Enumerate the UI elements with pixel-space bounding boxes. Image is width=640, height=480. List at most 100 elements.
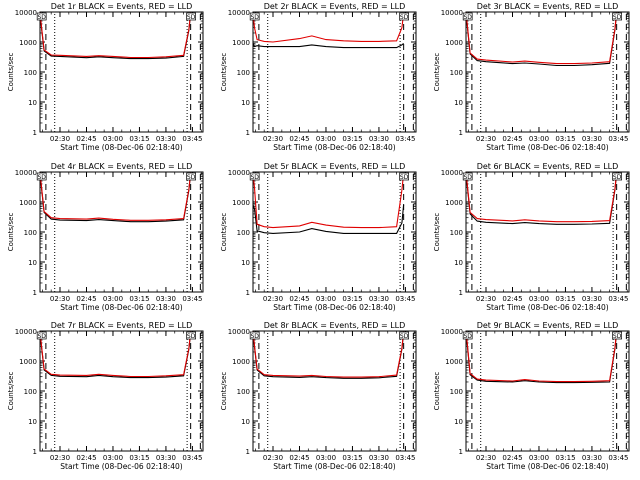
x-tick-label: 02:45 <box>502 454 522 462</box>
series-lld-line <box>465 12 618 65</box>
y-tick-label: 1000 <box>19 199 37 207</box>
y-axis-label: Counts/sec <box>220 53 228 92</box>
x-tick-label: 03:45 <box>395 295 415 303</box>
panel-det-9: Det 9r BLACK = Events, RED = LLD 1 10 100 10… <box>433 321 630 471</box>
x-axis-label: Start Time (08-Dec-06 02:18:40) <box>273 462 395 471</box>
x-tick-label: 03:45 <box>608 454 628 462</box>
sd-marker-box <box>186 331 196 340</box>
x-tick-label: 03:30 <box>369 135 389 143</box>
x-tick-label: 03:00 <box>529 295 549 303</box>
y-axis-label: Counts/sec <box>220 372 228 411</box>
x-tick-label: 02:45 <box>502 295 522 303</box>
x-tick-label: 02:30 <box>476 135 496 143</box>
y-tick-label: 10 <box>241 418 250 426</box>
y-tick-label: 10 <box>454 99 463 107</box>
y-tick-label: 10000 <box>15 169 37 177</box>
y-axis-label: Counts/sec <box>7 372 15 411</box>
panel-det-5: Det 5r BLACK = Events, RED = LLD 1 10 100 10… <box>220 162 417 312</box>
x-tick-label: 03:30 <box>582 135 602 143</box>
y-tick-label: 1 <box>33 289 37 297</box>
x-tick-label: 03:00 <box>316 135 336 143</box>
panel-det-7: Det 7r BLACK = Events, RED = LLD 1 10 100 10… <box>7 321 204 471</box>
y-tick-label: 10 <box>241 99 250 107</box>
x-tick-label: 02:45 <box>76 454 96 462</box>
x-tick-label: 03:00 <box>103 454 123 462</box>
sd-marker-label: SD <box>613 174 622 181</box>
plot-frame <box>465 330 630 452</box>
sd-marker-label: SD <box>613 333 622 340</box>
y-tick-label: 10000 <box>441 9 463 17</box>
y-tick-label: 10000 <box>15 9 37 17</box>
x-tick-label: 03:15 <box>129 454 149 462</box>
panel-title: Det 2r BLACK = Events, RED = LLD <box>264 2 406 11</box>
x-tick-label: 03:45 <box>608 135 628 143</box>
y-tick-label: 10 <box>28 259 37 267</box>
sd-marker-box <box>249 331 260 340</box>
y-tick-label: 100 <box>450 69 463 77</box>
x-tick-label: 03:15 <box>555 135 575 143</box>
x-axis-label: Start Time (08-Dec-06 02:18:40) <box>486 143 608 152</box>
x-tick-label: 03:00 <box>103 295 123 303</box>
x-axis-label: Start Time (08-Dec-06 02:18:40) <box>60 462 182 471</box>
sd-marker-box <box>36 331 47 340</box>
x-tick-label: 03:00 <box>316 295 336 303</box>
sd-marker-label: SD <box>37 14 46 21</box>
panel-title: Det 6r BLACK = Events, RED = LLD <box>477 162 619 171</box>
x-tick-label: 02:30 <box>476 454 496 462</box>
y-tick-label: 100 <box>24 69 37 77</box>
y-tick-label: 1 <box>246 448 250 456</box>
x-tick-label: 02:45 <box>289 135 309 143</box>
x-tick-label: 02:45 <box>289 454 309 462</box>
series-events-line <box>465 13 618 67</box>
panel-det-4: Det 4r BLACK = Events, RED = LLD 1 10 100 10… <box>7 162 204 312</box>
panel-title: Det 4r BLACK = Events, RED = LLD <box>51 162 193 171</box>
series-lld-line <box>39 331 192 378</box>
series-events-line <box>252 204 405 234</box>
x-tick-label: 02:30 <box>263 295 283 303</box>
x-axis-label: Start Time (08-Dec-06 02:18:40) <box>60 143 182 152</box>
panel-title: Det 5r BLACK = Events, RED = LLD <box>264 162 406 171</box>
sd-marker-label: SD <box>613 14 622 21</box>
sd-marker-label: SD <box>187 174 196 181</box>
sd-marker-label: SD <box>400 333 409 340</box>
panel-det-3: Det 3r BLACK = Events, RED = LLD 1 10 100 10… <box>433 2 630 152</box>
y-axis-label: Counts/sec <box>433 372 441 411</box>
x-tick-label: 02:30 <box>50 295 70 303</box>
panel-title: Det 7r BLACK = Events, RED = LLD <box>51 321 193 330</box>
series-lld-line <box>252 331 405 378</box>
x-tick-label: 03:30 <box>369 295 389 303</box>
plot-frame <box>252 330 417 452</box>
x-tick-label: 03:45 <box>608 295 628 303</box>
y-tick-label: 1000 <box>19 39 37 47</box>
y-tick-label: 100 <box>450 229 463 237</box>
sd-marker-box <box>462 172 473 181</box>
y-axis-label: Counts/sec <box>7 213 15 252</box>
y-axis-label: Counts/sec <box>433 213 441 252</box>
y-tick-label: 10000 <box>228 9 250 17</box>
y-tick-label: 10000 <box>228 328 250 336</box>
sd-marker-label: SD <box>463 333 472 340</box>
y-axis-label: Counts/sec <box>7 53 15 92</box>
y-tick-label: 1000 <box>445 358 463 366</box>
x-tick-label: 03:15 <box>129 135 149 143</box>
y-tick-label: 100 <box>237 69 250 77</box>
x-tick-label: 02:45 <box>76 295 96 303</box>
x-tick-label: 03:15 <box>129 295 149 303</box>
y-tick-label: 1 <box>459 289 463 297</box>
sd-marker-box <box>612 331 622 340</box>
y-tick-label: 10 <box>454 418 463 426</box>
y-tick-label: 100 <box>450 388 463 396</box>
x-tick-label: 03:30 <box>156 135 176 143</box>
y-tick-label: 10000 <box>228 169 250 177</box>
plot-frame <box>39 330 204 452</box>
panel-det-2: Det 2r BLACK = Events, RED = LLD 1 10 100 10… <box>220 2 417 152</box>
y-tick-label: 1000 <box>445 39 463 47</box>
x-tick-label: 02:45 <box>502 135 522 143</box>
y-tick-label: 1000 <box>232 358 250 366</box>
y-tick-label: 10000 <box>15 328 37 336</box>
y-tick-label: 10 <box>454 259 463 267</box>
y-tick-label: 10000 <box>441 328 463 336</box>
panel-title: Det 1r BLACK = Events, RED = LLD <box>51 2 193 11</box>
x-tick-label: 03:30 <box>156 454 176 462</box>
